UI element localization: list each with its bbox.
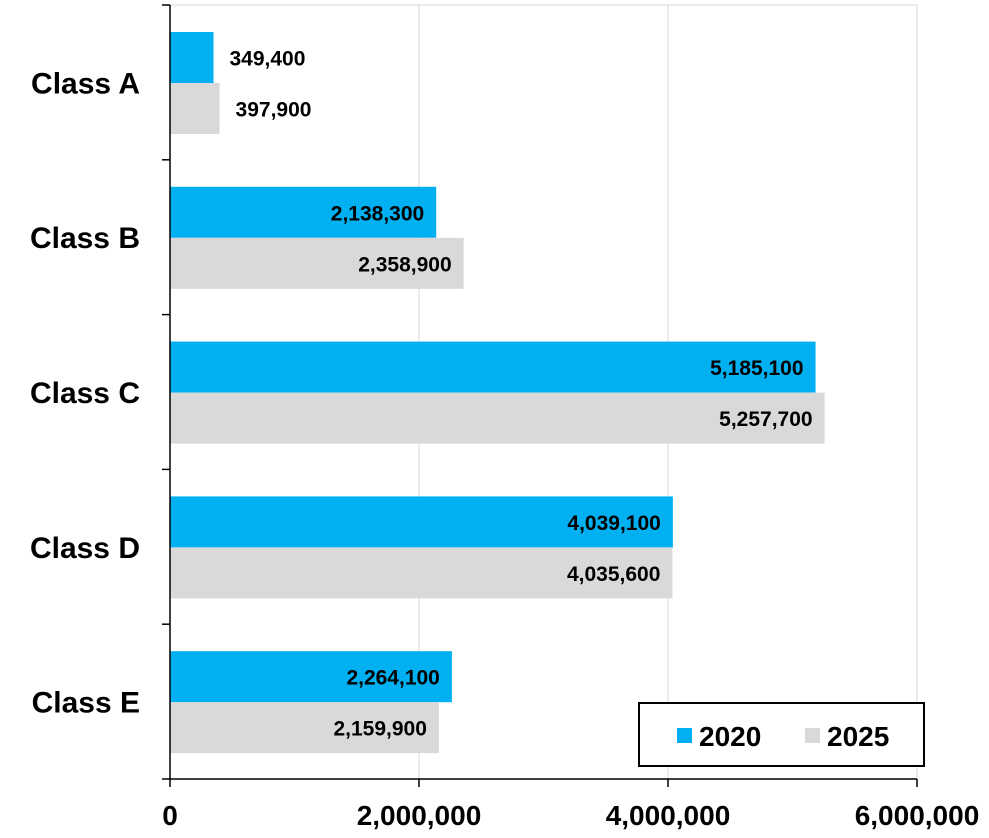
legend-label: 2025 [827, 721, 889, 752]
bar-2025-0 [170, 83, 220, 134]
data-label: 2,358,900 [358, 253, 451, 276]
bar-2020-3 [170, 496, 673, 548]
data-label: 349,400 [230, 48, 306, 71]
category-label: Class E [32, 687, 140, 720]
bar-2025-2 [170, 392, 825, 444]
bar-2020-4 [170, 651, 452, 703]
data-label: 5,185,100 [710, 357, 803, 380]
bar-2020-2 [170, 341, 816, 393]
legend-swatch-2020 [677, 728, 692, 743]
data-label: 4,035,600 [567, 563, 660, 586]
category-label: Class B [30, 222, 140, 255]
legend: 2020 2025 [638, 702, 925, 767]
axes [162, 4, 918, 787]
labels: 349,400 397,900 Class A 2,138,300 2,358,900 C… [30, 48, 979, 832]
data-label: 2,264,100 [346, 667, 439, 690]
category-label: Class C [30, 377, 140, 410]
bar-2020-1 [170, 186, 437, 238]
data-label: 397,900 [236, 99, 312, 122]
legend-swatch-2025 [805, 728, 820, 743]
data-label: 2,159,900 [333, 718, 426, 741]
x-tick-label: 2,000,000 [357, 800, 482, 831]
category-label: Class D [30, 532, 140, 565]
x-tick-label: 0 [162, 800, 178, 831]
x-tick-label: 4,000,000 [606, 800, 731, 831]
legend-label: 2020 [699, 721, 761, 752]
data-label: 4,039,100 [567, 512, 660, 535]
category-label: Class A [31, 67, 140, 100]
bar-2025-4 [170, 702, 439, 754]
data-label: 2,138,300 [331, 202, 424, 225]
x-tick-label: 6,000,000 [855, 800, 980, 831]
bar-2020-0 [170, 32, 214, 83]
bars [170, 32, 825, 754]
bar-2025-3 [170, 547, 673, 599]
bar-2025-1 [170, 237, 464, 289]
data-label: 5,257,700 [719, 408, 812, 431]
